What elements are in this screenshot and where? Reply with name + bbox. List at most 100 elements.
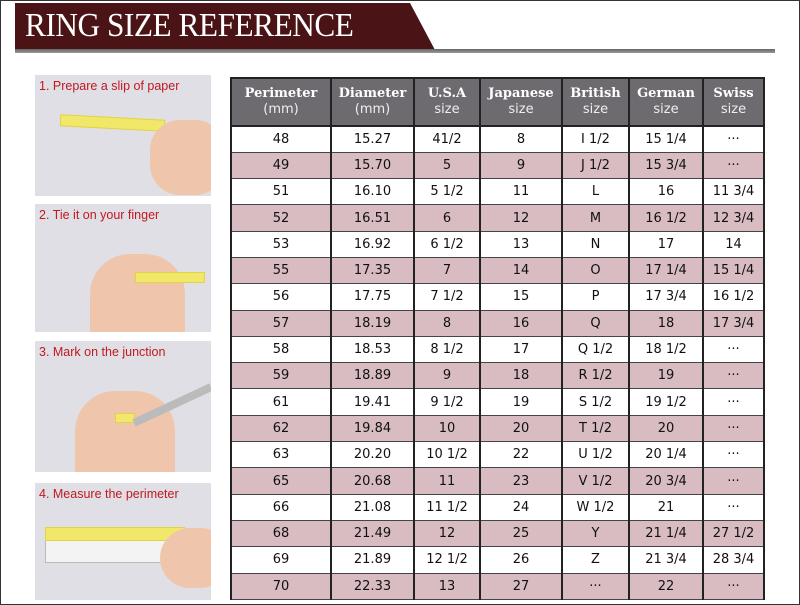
table-cell: V 1/2: [561, 467, 630, 495]
table-cell: 63: [230, 441, 332, 469]
hand-image: [90, 254, 185, 332]
table-cell: 5 1/2: [413, 178, 481, 206]
table-cell: 19.41: [330, 388, 415, 416]
table-cell: 16: [628, 178, 704, 206]
column-header: Perimeter (mm): [230, 77, 332, 127]
table-cell: 68: [230, 519, 332, 548]
table-cell: 12 3/4: [702, 204, 765, 232]
step-1-caption: 1. Prepare a slip of paper: [39, 79, 180, 93]
table-cell: ···: [702, 151, 765, 180]
table-cell: 41/2: [413, 125, 481, 153]
step-2-caption: 2. Tie it on your finger: [39, 208, 160, 222]
table-row: 48 15.27 41/2 8 I 1/2 15 1/4 ···: [230, 125, 765, 153]
header-unit: size: [508, 102, 534, 117]
table-row: 68 21.49 12 25 Y 21 1/4 27 1/2: [230, 519, 765, 548]
table-cell: 19: [628, 362, 704, 390]
table-cell: 20: [628, 414, 704, 443]
table-cell: 21.89: [330, 546, 415, 574]
table-cell: 58: [230, 335, 332, 364]
header-unit: (mm): [263, 102, 299, 117]
table-cell: 18.19: [330, 309, 415, 337]
table-cell: 19: [479, 388, 563, 416]
ring-size-table: Perimeter (mm) Diameter (mm) U.S.A size Japane…: [230, 77, 765, 600]
table-cell: 10: [413, 414, 481, 443]
table-row: 63 20.20 10 1/2 22 U 1/2 20 1/4 ···: [230, 441, 765, 469]
header-label: Swiss: [713, 86, 754, 101]
table-cell: 16.10: [330, 178, 415, 206]
column-header: U.S.A size: [413, 77, 481, 127]
table-row: 69 21.89 12 1/2 26 Z 21 3/4 28 3/4: [230, 546, 765, 574]
table-cell: 28 3/4: [702, 546, 765, 574]
table-cell: I 1/2: [561, 125, 630, 153]
header-label: Japanese: [488, 86, 554, 101]
table-cell: Y: [561, 519, 630, 548]
table-cell: 62: [230, 414, 332, 443]
table-cell: ···: [702, 467, 765, 495]
table-cell: 16 1/2: [628, 204, 704, 232]
table-cell: 17: [479, 335, 563, 364]
table-row: 65 20.68 11 23 V 1/2 20 3/4 ···: [230, 467, 765, 495]
table-row: 66 21.08 11 1/2 24 W 1/2 21 ···: [230, 493, 765, 521]
table-cell: 9: [413, 362, 481, 390]
table-cell: 18.53: [330, 335, 415, 364]
table-cell: 6: [413, 204, 481, 232]
table-cell: 66: [230, 493, 332, 521]
table-cell: 56: [230, 283, 332, 311]
table-cell: 25: [479, 519, 563, 548]
table-cell: N: [561, 230, 630, 258]
table-cell: Z: [561, 546, 630, 574]
table-cell: 22: [479, 441, 563, 469]
table-cell: 21.08: [330, 493, 415, 521]
table-row: 51 16.10 5 1/2 11 L 16 11 3/4: [230, 178, 765, 206]
table-cell: 17: [628, 230, 704, 258]
table-cell: P: [561, 283, 630, 311]
table-cell: Q 1/2: [561, 335, 630, 364]
table-cell: 49: [230, 151, 332, 180]
table-cell: 8 1/2: [413, 335, 481, 364]
table-cell: 65: [230, 467, 332, 495]
table-cell: ···: [702, 335, 765, 364]
table-cell: 16.92: [330, 230, 415, 258]
hand-image: [150, 120, 211, 195]
header-unit: size: [582, 102, 609, 117]
column-header: British size: [561, 77, 630, 127]
table-cell: 9 1/2: [413, 388, 481, 416]
table-cell: ···: [702, 572, 765, 600]
table-cell: ···: [561, 572, 630, 600]
step-3-panel: 3. Mark on the junction: [35, 341, 211, 472]
step-1-panel: 1. Prepare a slip of paper: [35, 75, 211, 196]
table-cell: 53: [230, 230, 332, 258]
page-title: RING SIZE REFERENCE: [25, 7, 354, 44]
table-cell: 19.84: [330, 414, 415, 443]
table-cell: 27 1/2: [702, 519, 765, 548]
table-cell: 20: [479, 414, 563, 443]
table-row: 59 18.89 9 18 R 1/2 19 ···: [230, 362, 765, 390]
table-row: 62 19.84 10 20 T 1/2 20 ···: [230, 414, 765, 443]
table-cell: 16.51: [330, 204, 415, 232]
table-cell: 55: [230, 256, 332, 285]
table-cell: 19 1/2: [628, 388, 704, 416]
table-cell: 20.68: [330, 467, 415, 495]
paper-strip-image: [45, 527, 185, 541]
table-cell: 13: [413, 572, 481, 600]
step-4-panel: 4. Measure the perimeter: [35, 483, 211, 600]
paper-strip-image: [115, 413, 135, 423]
hand-image: [75, 391, 175, 472]
table-cell: 18 1/2: [628, 335, 704, 364]
table-cell: 15.27: [330, 125, 415, 153]
table-cell: 16 1/2: [702, 283, 765, 311]
table-cell: W 1/2: [561, 493, 630, 521]
table-cell: 11 3/4: [702, 178, 765, 206]
column-header: German size: [628, 77, 704, 127]
column-header: Swiss size: [702, 77, 765, 127]
table-cell: 10 1/2: [413, 441, 481, 469]
table-cell: 7 1/2: [413, 283, 481, 311]
table-cell: 11: [413, 467, 481, 495]
table-cell: 21 3/4: [628, 546, 704, 574]
table-cell: Q: [561, 309, 630, 337]
table-row: 56 17.75 7 1/2 15 P 17 3/4 16 1/2: [230, 283, 765, 311]
title-divider: [15, 49, 775, 53]
table-cell: R 1/2: [561, 362, 630, 390]
table-cell: 15: [479, 283, 563, 311]
header-label: Perimeter: [244, 86, 318, 101]
